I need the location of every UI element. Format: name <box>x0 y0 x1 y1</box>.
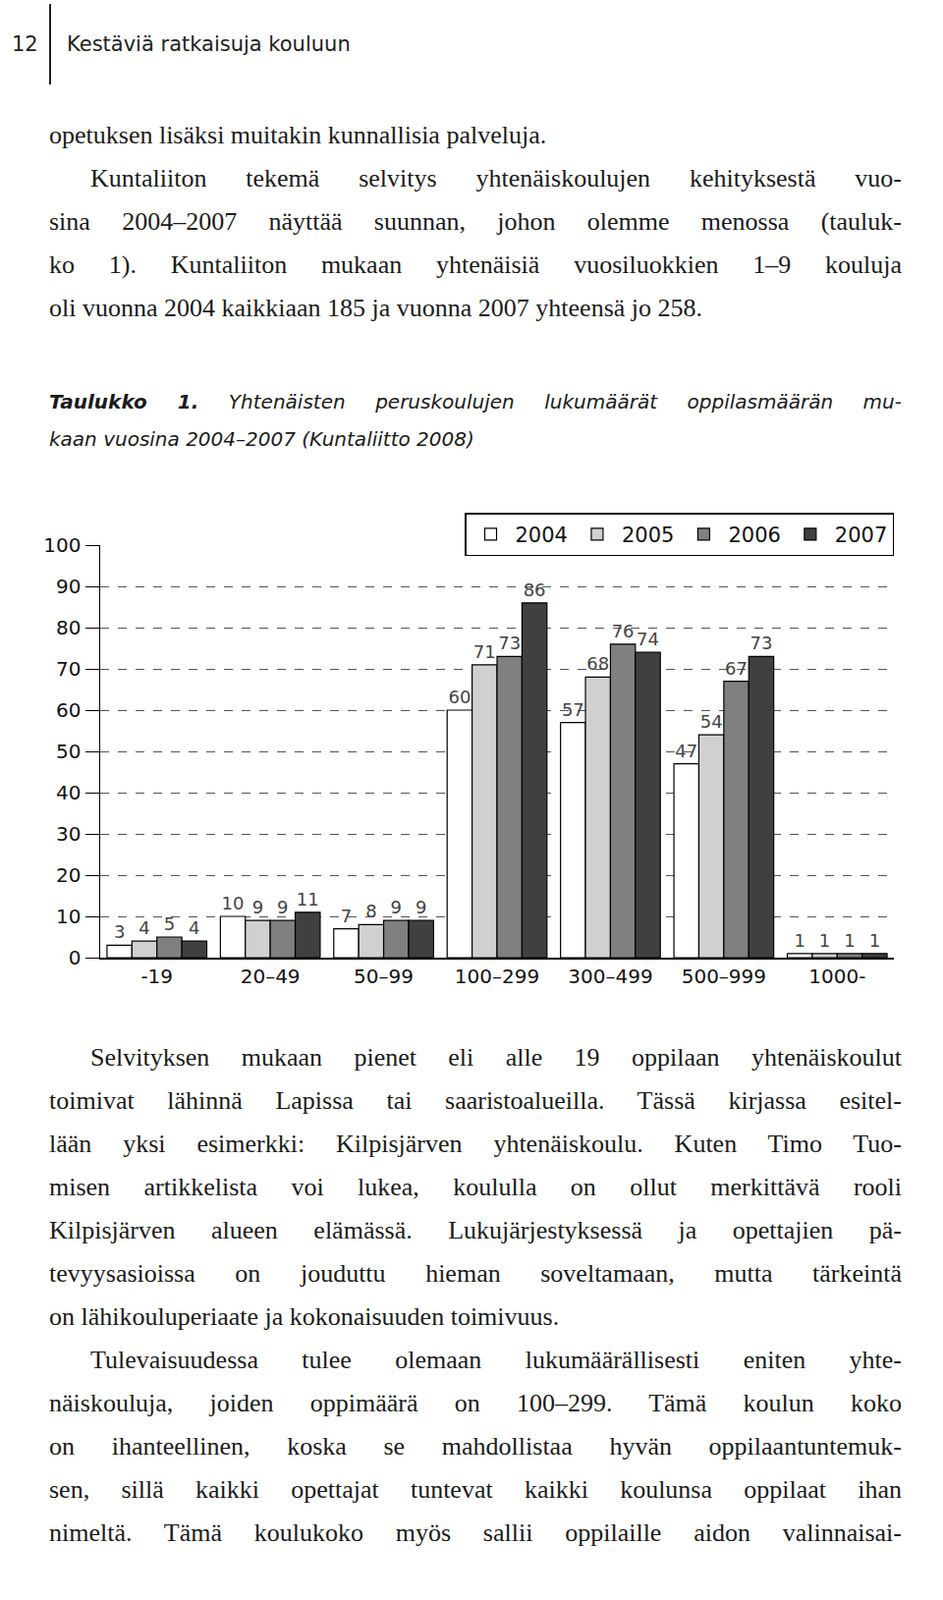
svg-text:54: 54 <box>700 711 723 732</box>
svg-text:9: 9 <box>252 896 264 918</box>
svg-text:1: 1 <box>793 930 805 951</box>
svg-text:50–99: 50–99 <box>353 964 414 989</box>
svg-text:9: 9 <box>390 896 402 918</box>
svg-text:4: 4 <box>188 917 200 939</box>
svg-text:1: 1 <box>819 930 831 951</box>
html-text:on ihanteellinen, koska se mah: on ihanteellinen, koska se mahdollistaa … <box>49 1432 902 1461</box>
html-text:opetuksen lisäksi muitakin kun: opetuksen lisäksi muitakin kunnallisia p… <box>49 120 547 150</box>
svg-text:7: 7 <box>340 905 352 927</box>
svg-text:90: 90 <box>55 574 81 599</box>
svg-text:5: 5 <box>164 913 175 935</box>
svg-text:74: 74 <box>636 628 660 650</box>
html-text:sina 2004–2007 näyttää suunnan: sina 2004–2007 näyttää suunnan, johon ol… <box>49 207 902 236</box>
svg-text:20–49: 20–49 <box>240 964 301 989</box>
html-text:tevyysasioissa on jouduttu hie: tevyysasioissa on jouduttu hieman sovelt… <box>49 1259 902 1288</box>
svg-text:300–499: 300–499 <box>567 964 653 989</box>
svg-text:0: 0 <box>68 945 82 970</box>
html-text:ko 1). Kuntaliiton mukaan yhte: ko 1). Kuntaliiton mukaan yhtenäisiä vuo… <box>49 250 902 279</box>
svg-text:2006: 2006 <box>727 523 780 548</box>
svg-text:40: 40 <box>55 780 81 805</box>
svg-text:8: 8 <box>365 900 377 922</box>
html-text:lään yksi esimerkki: Kilpisjär: lään yksi esimerkki: Kilpisjärven yhtenä… <box>49 1129 902 1159</box>
html-text:12: 12 <box>11 32 39 56</box>
svg-text:500–999: 500–999 <box>681 964 767 989</box>
svg-text:80: 80 <box>55 615 81 640</box>
svg-text:47: 47 <box>674 740 698 762</box>
svg-text:57: 57 <box>561 699 585 721</box>
svg-text:67: 67 <box>724 658 748 679</box>
html-text:nimeltä. Tämä koulukoko myös s: nimeltä. Tämä koulukoko myös sallii oppi… <box>49 1518 902 1548</box>
svg-text:71: 71 <box>473 641 497 663</box>
svg-text:60: 60 <box>55 698 81 722</box>
svg-text:2005: 2005 <box>621 523 674 548</box>
svg-text:-19: -19 <box>140 964 173 989</box>
html-text:Kilpisjärven alueen elämässä.: Kilpisjärven alueen elämässä. Lukujärjes… <box>49 1216 902 1245</box>
svg-text:86: 86 <box>523 579 547 601</box>
svg-text:10: 10 <box>55 904 81 929</box>
html-text:kaan vuosina 2004–2007 (Kuntal: kaan vuosina 2004–2007 (Kuntaliitto 2008… <box>49 427 475 451</box>
html-text:sen, sillä kaikki opettajat tu: sen, sillä kaikki opettajat tuntevat kai… <box>49 1475 902 1504</box>
html-text:toimivat lähinnä Lapissa tai s: toimivat lähinnä Lapissa tai saaristoalu… <box>49 1086 902 1115</box>
svg-text:73: 73 <box>498 632 521 654</box>
html-text:Tulevaisuudessa tulee olemaan: Tulevaisuudessa tulee olemaan lukumääräl… <box>90 1345 902 1375</box>
svg-text:1000-: 1000- <box>808 964 866 989</box>
svg-text:2007: 2007 <box>834 523 888 548</box>
svg-text:9: 9 <box>415 896 427 918</box>
svg-text:73: 73 <box>749 632 773 654</box>
html-text:oli vuonna 2004 kaikkiaan 185: oli vuonna 2004 kaikkiaan 185 ja vuonna … <box>49 293 703 323</box>
svg-text:68: 68 <box>586 653 610 674</box>
svg-text:1: 1 <box>843 930 855 951</box>
svg-text:4: 4 <box>138 917 150 939</box>
html-text:näiskouluja, joiden oppimäärä: näiskouluja, joiden oppimäärä on 100–299… <box>49 1388 902 1418</box>
svg-text:1: 1 <box>869 930 881 951</box>
html-text:misen artikkelista voi lukea,: misen artikkelista voi lukea, koululla o… <box>49 1172 902 1202</box>
svg-text:10: 10 <box>221 892 245 914</box>
svg-text:100: 100 <box>43 533 81 557</box>
svg-text:100–299: 100–299 <box>454 964 540 989</box>
html-text:Taulukko 1. Yhtenäisten perusk: Taulukko 1. Yhtenäisten peruskoulujen lu… <box>49 389 902 414</box>
svg-text:20: 20 <box>55 863 81 888</box>
svg-text:3: 3 <box>113 921 125 943</box>
svg-text:30: 30 <box>55 822 81 846</box>
svg-text:76: 76 <box>611 620 635 642</box>
svg-text:9: 9 <box>277 896 288 918</box>
svg-text:70: 70 <box>55 657 81 681</box>
html-text:Kestäviä ratkaisuja kouluun: Kestäviä ratkaisuja kouluun <box>66 32 351 56</box>
html-text:Selvityksen mukaan pienet eli: Selvityksen mukaan pienet eli alle 19 op… <box>90 1043 902 1072</box>
svg-text:60: 60 <box>447 686 471 708</box>
html-text:on lähikouluperiaate ja kokona: on lähikouluperiaate ja kokonaisuuden to… <box>49 1302 560 1332</box>
svg-text:11: 11 <box>296 888 320 910</box>
html-text:Kuntaliiton tekemä selvitys yh: Kuntaliiton tekemä selvitys yhtenäiskoul… <box>90 164 902 193</box>
svg-text:50: 50 <box>55 739 81 764</box>
svg-text:2004: 2004 <box>515 523 568 548</box>
